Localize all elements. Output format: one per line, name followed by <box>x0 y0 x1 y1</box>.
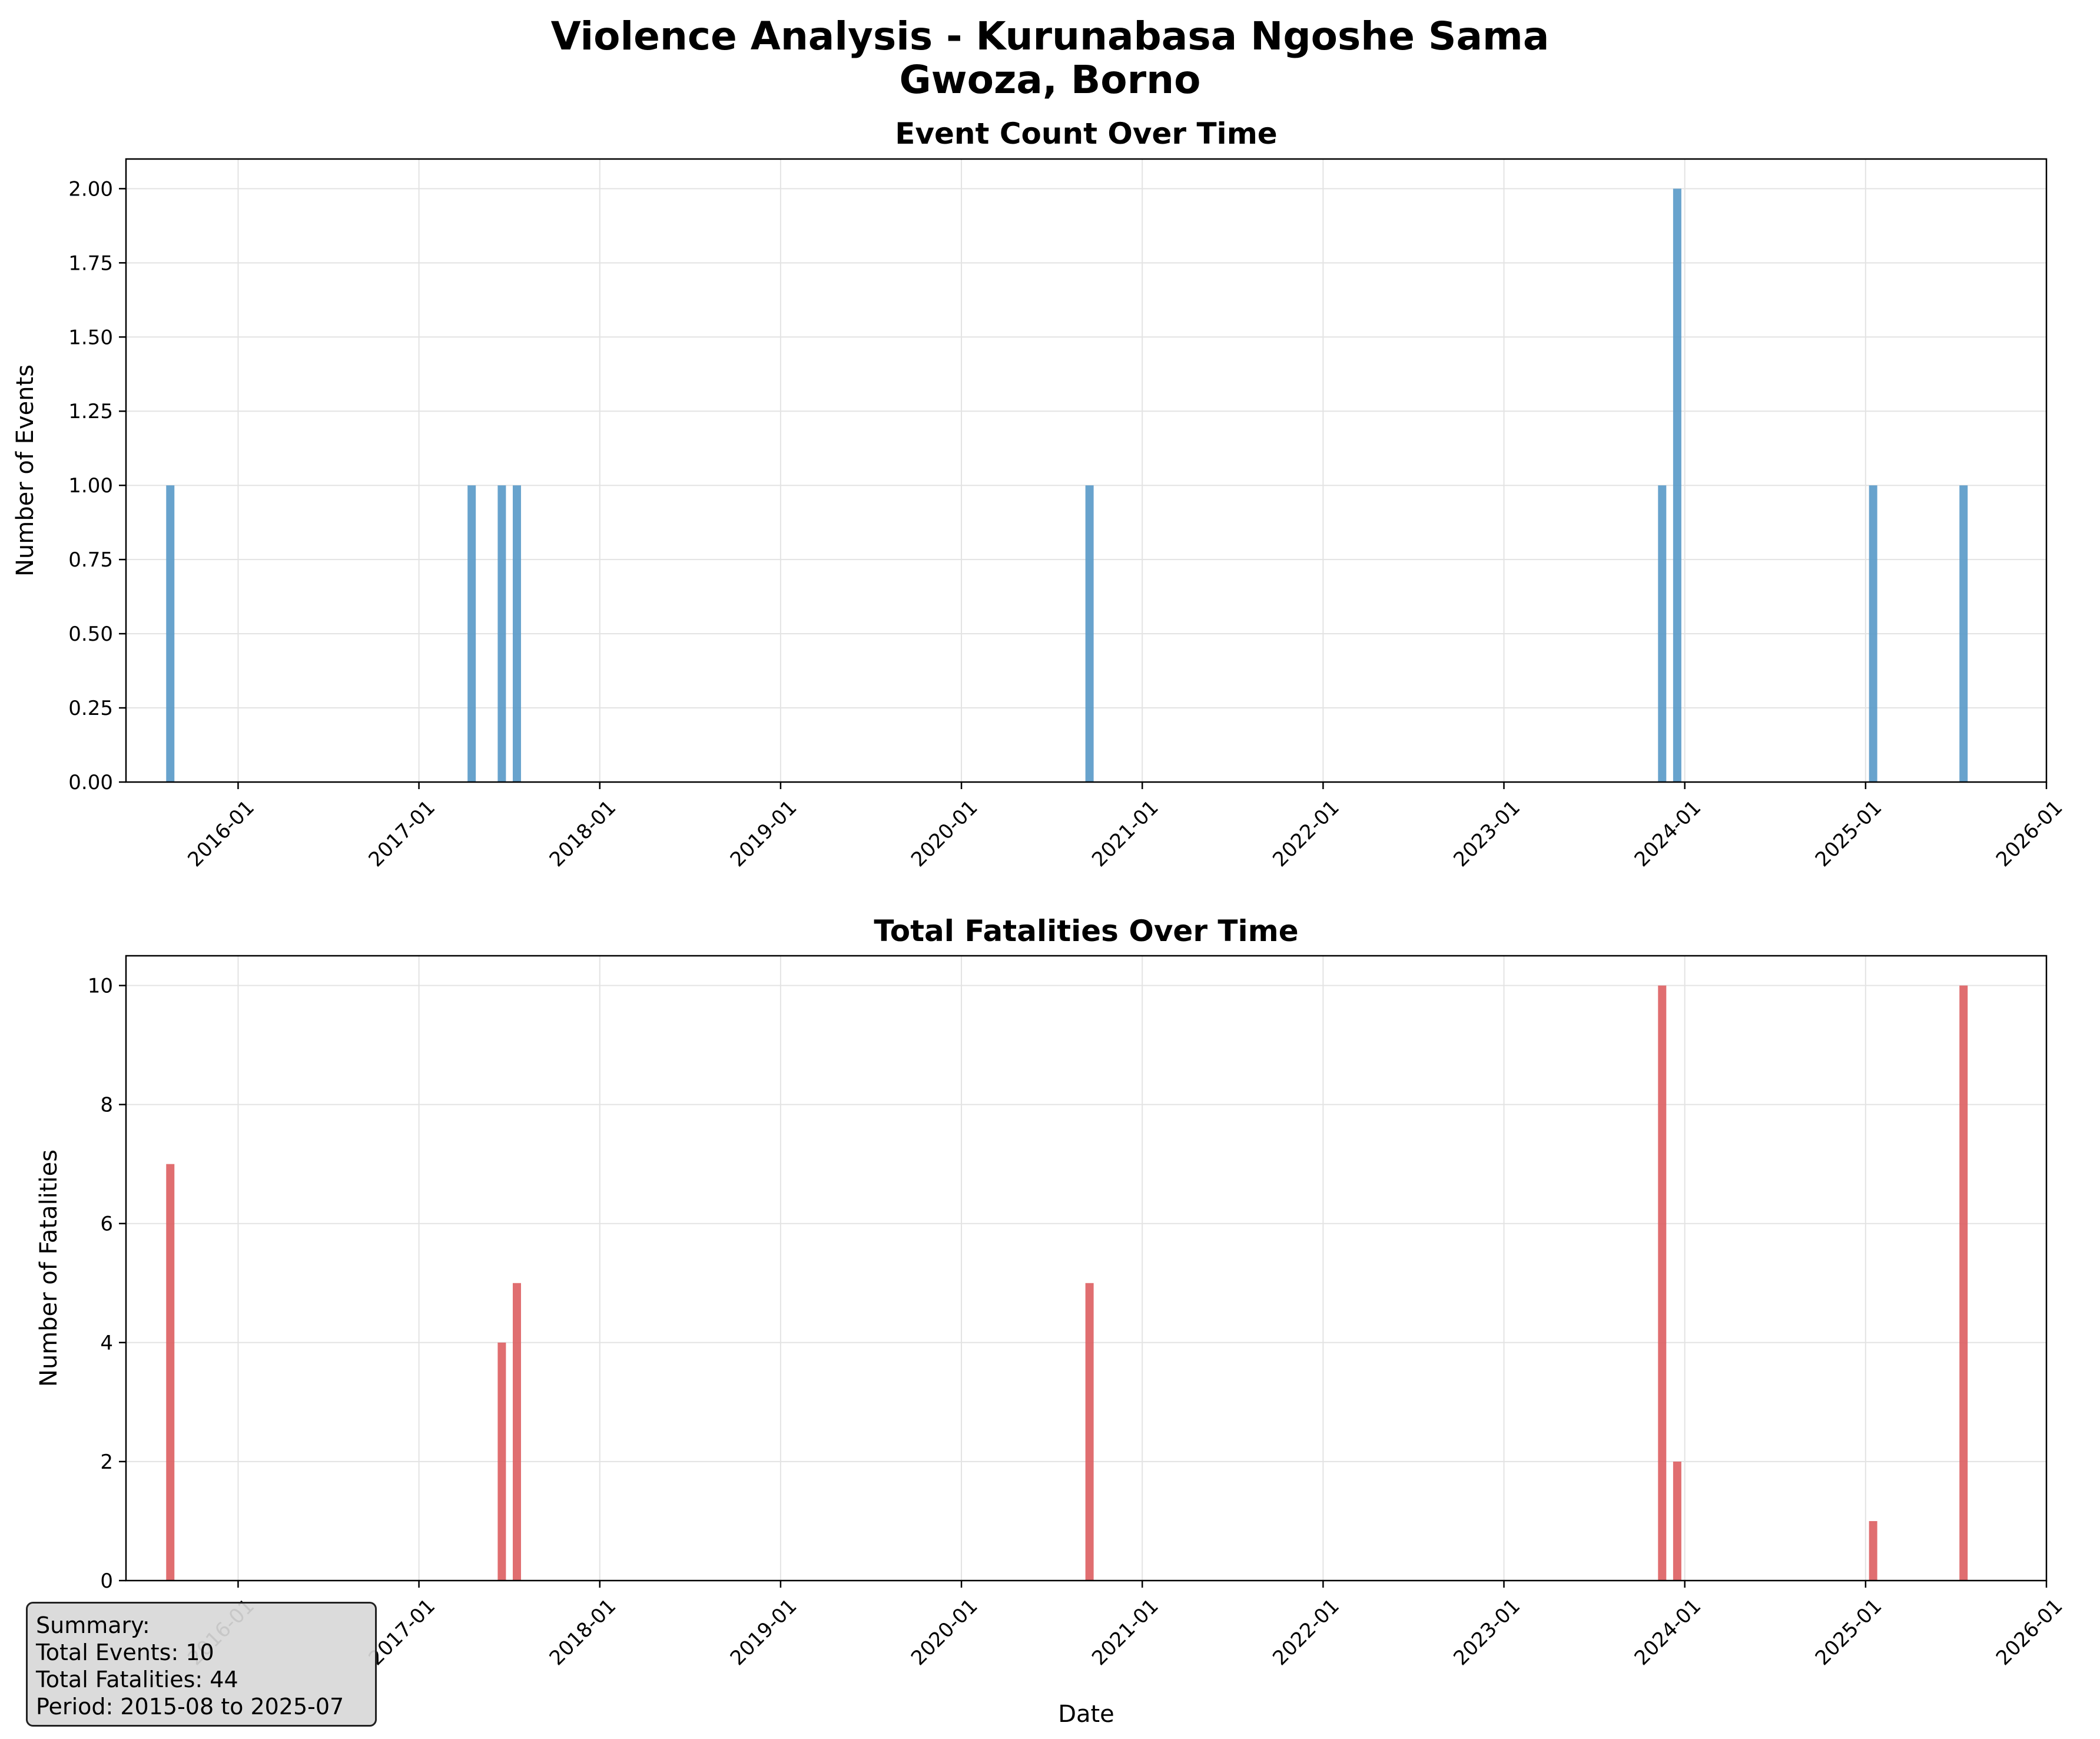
x-tick-label: 2026-01 <box>1992 1594 2068 1670</box>
x-axis-label: Date <box>1058 1701 1114 1728</box>
y-tick-label: 1.75 <box>68 251 113 275</box>
axes-frame <box>125 955 2048 1582</box>
x-tick-label: 2016-01 <box>183 796 259 872</box>
event-count-panel: 0.00 0.25 0.50 0.75 1.00 1.25 1.50 1.75 2.00 2016… <box>12 117 2068 872</box>
summary-total-events: Total Events: 10 <box>36 1639 214 1665</box>
y-tick-label: 0.25 <box>68 697 113 720</box>
bar-2017-06 <box>497 485 506 782</box>
bar-2023-11 <box>1658 985 1667 1581</box>
x-tick-label: 2023-01 <box>1449 1594 1525 1670</box>
chart-title: Event Count Over Time <box>895 117 1277 151</box>
figure-title-line2: Gwoza, Borno <box>899 57 1201 102</box>
y-axis-label: Number of Events <box>12 365 39 577</box>
y-tick-label: 0.50 <box>68 622 113 646</box>
bar-2025-01 <box>1869 1521 1877 1581</box>
figure-title-line1: Violence Analysis - Kurunabasa Ngoshe Sa… <box>550 14 1550 59</box>
x-tick-label: 2026-01 <box>1992 796 2068 872</box>
y-tick-label: 10 <box>88 975 113 998</box>
y-axis-label: Number of Fatalities <box>35 1150 62 1387</box>
y-tick-label: 8 <box>100 1094 113 1117</box>
y-tick-label: 1.25 <box>68 400 113 423</box>
y-tick-label: 1.00 <box>68 474 113 498</box>
bar-2017-07 <box>512 1283 521 1581</box>
x-tick-label: 2021-01 <box>1087 1594 1163 1670</box>
bar-2017-06 <box>497 1342 506 1581</box>
bar-2023-12 <box>1673 1461 1681 1581</box>
bar-2025-07 <box>1959 985 1968 1581</box>
bar-2025-01 <box>1869 485 1877 782</box>
bar-2017-04 <box>467 485 476 782</box>
y-tick-label: 4 <box>100 1331 113 1355</box>
x-tick-label: 2020-01 <box>907 796 983 872</box>
bar-2023-12 <box>1673 188 1681 782</box>
axes-frame <box>125 158 2048 783</box>
bar-2020-09 <box>1085 1283 1094 1581</box>
x-tick-label: 2018-01 <box>545 1594 621 1670</box>
y-tick-label: 2 <box>100 1450 113 1474</box>
x-tick-label: 2020-01 <box>907 1594 983 1670</box>
bar-2020-09 <box>1085 485 1094 782</box>
x-tick-label: 2023-01 <box>1449 796 1525 872</box>
y-tick-label: 0 <box>100 1569 113 1593</box>
x-tick-label: 2025-01 <box>1811 1594 1887 1670</box>
summary-box: Summary: Total Events: 10 Total Fataliti… <box>26 1602 377 1727</box>
x-tick-label: 2022-01 <box>1268 1594 1344 1670</box>
y-tick-label: 2.00 <box>68 177 113 201</box>
x-tick-label: 2024-01 <box>1630 1594 1706 1670</box>
x-tick-label: 2022-01 <box>1268 796 1344 872</box>
x-tick-label: 2019-01 <box>726 1594 802 1670</box>
y-tick-label: 0.75 <box>68 548 113 572</box>
bar-2017-07 <box>512 485 521 782</box>
x-tick-label: 2021-01 <box>1087 796 1163 872</box>
summary-total-fatalities: Total Fatalities: 44 <box>36 1667 238 1692</box>
bar-2025-07 <box>1959 485 1968 782</box>
x-tick-label: 2019-01 <box>726 796 802 872</box>
bar-2015-08 <box>166 485 175 782</box>
summary-period: Period: 2015-08 to 2025-07 <box>36 1694 344 1720</box>
y-tick-label: 0.00 <box>68 771 113 794</box>
y-tick-label: 6 <box>100 1213 113 1236</box>
y-tick-label: 1.50 <box>68 326 113 349</box>
summary-heading: Summary: <box>36 1612 150 1638</box>
x-tick-label: 2017-01 <box>364 796 440 872</box>
x-tick-label: 2024-01 <box>1630 796 1706 872</box>
bar-2023-11 <box>1658 485 1667 782</box>
x-tick-label: 2025-01 <box>1811 796 1887 872</box>
chart-title: Total Fatalities Over Time <box>874 914 1298 948</box>
bar-2015-08 <box>166 1164 175 1581</box>
x-tick-label: 2018-01 <box>545 796 621 872</box>
